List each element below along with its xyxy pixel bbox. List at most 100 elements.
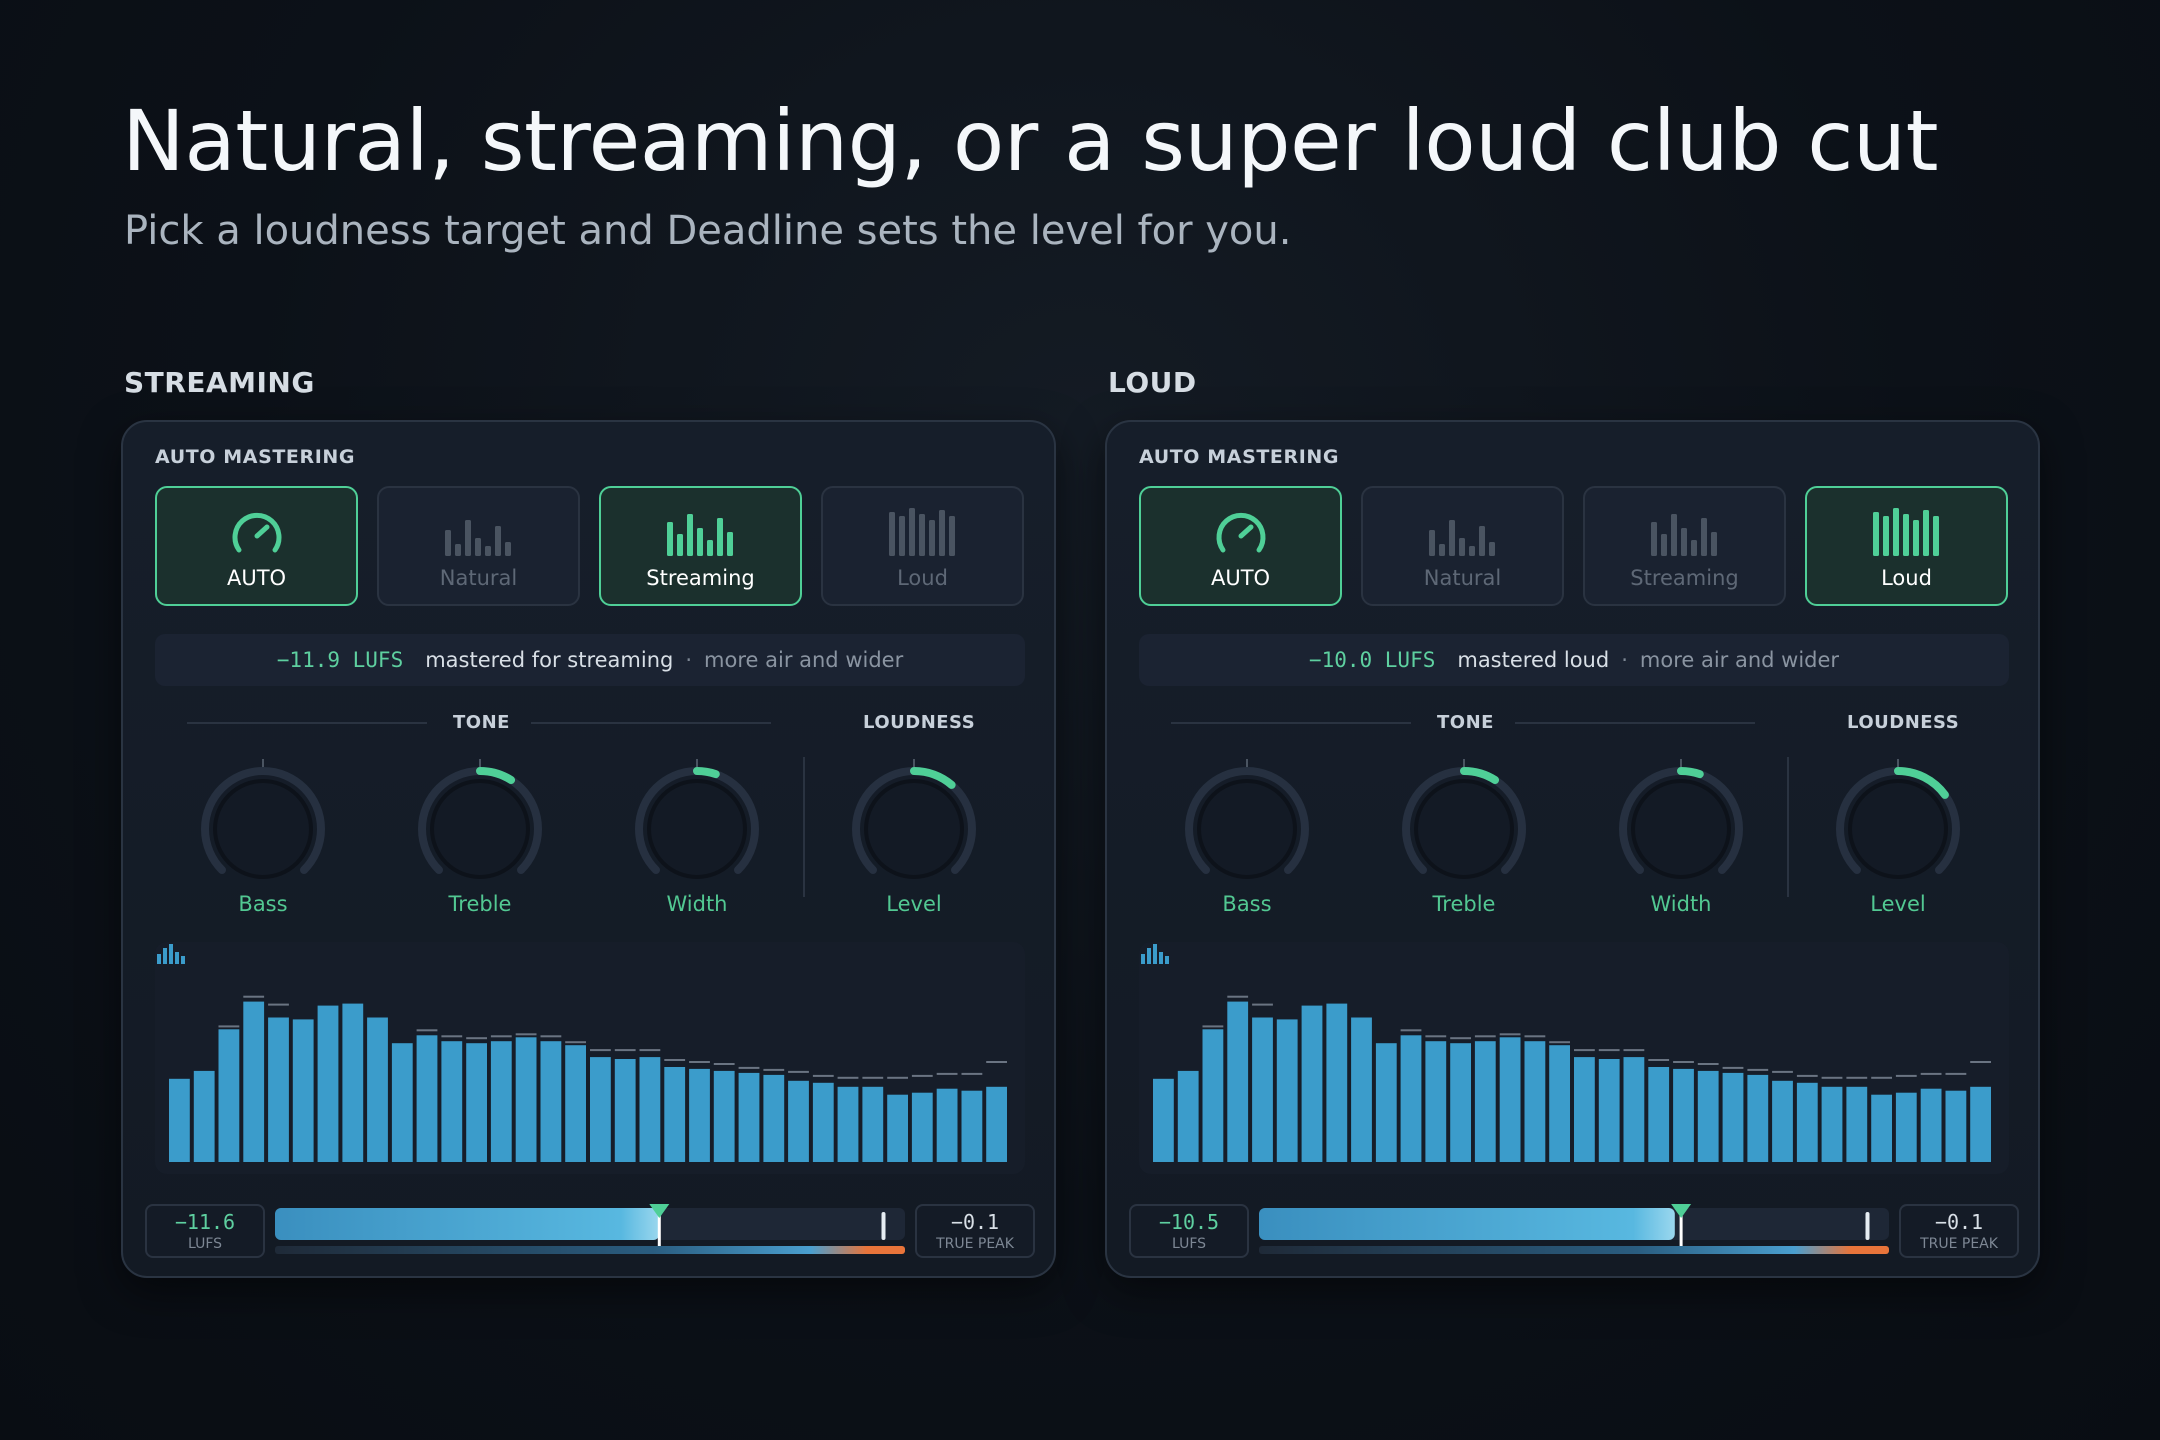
spectrum-bar — [292, 1019, 314, 1162]
preset-button-auto[interactable]: AUTO — [155, 486, 358, 606]
loudness-meter[interactable] — [1259, 1204, 1889, 1260]
spectrum-peak-hold — [1227, 995, 1249, 998]
spectrum-bar — [342, 1003, 364, 1162]
spectrum-bar — [788, 1080, 809, 1162]
knob-treble[interactable] — [1384, 749, 1544, 909]
spectrum-bar — [1796, 1082, 1818, 1162]
knob-body — [1631, 779, 1731, 879]
spectrum-bar — [887, 1094, 908, 1162]
preset-button-streaming[interactable]: Streaming — [599, 486, 802, 606]
spectrum-peak-hold — [738, 1066, 760, 1069]
spectrum-bar — [1722, 1072, 1744, 1162]
group-divider — [803, 757, 805, 897]
spectrum-bar — [639, 1057, 661, 1162]
spectrum-peak-hold — [1202, 1025, 1224, 1028]
spectrum-peak-hold — [490, 1035, 512, 1038]
lufs-unit: LUFS — [187, 1236, 223, 1252]
spectrum-peak-hold — [614, 1049, 636, 1052]
knob-bass[interactable] — [1167, 749, 1327, 909]
loudness-meter[interactable] — [275, 1204, 905, 1260]
knob-width[interactable] — [617, 749, 777, 909]
spectrum-peak-hold — [1673, 1061, 1694, 1063]
page-subtitle: Pick a loudness target and Deadline sets… — [124, 208, 1292, 254]
spectrum-bar — [367, 1017, 388, 1162]
target-lufs-readout: −11.9 LUFS — [276, 648, 404, 672]
spectrum-bar — [1177, 1070, 1199, 1162]
spectrum-view-icon[interactable] — [155, 942, 185, 966]
knob-level[interactable] — [834, 749, 994, 909]
dial-icon — [1216, 512, 1265, 553]
spectrum-bar — [169, 1078, 190, 1162]
dial-icon — [232, 512, 281, 553]
spectrum-bar — [1202, 1029, 1224, 1162]
knob-width[interactable] — [1601, 749, 1761, 909]
bars-natural-icon — [1428, 520, 1495, 556]
tone-rule-left — [1171, 722, 1411, 724]
spectrum-bar — [664, 1067, 686, 1162]
spectrum-bar — [1623, 1057, 1645, 1162]
lufs-value: −10.5 — [1158, 1210, 1220, 1234]
spectrum-bar — [515, 1037, 537, 1162]
spectrum-peak-hold — [911, 1074, 933, 1077]
preset-label: Loud — [1881, 566, 1932, 590]
preset-button-streaming[interactable]: Streaming — [1583, 486, 1786, 606]
spectrum-bar — [1524, 1041, 1546, 1162]
preset-button-loud[interactable]: Loud — [821, 486, 1024, 606]
preset-button-natural[interactable]: Natural — [377, 486, 580, 606]
spectrum-peak-hold — [1648, 1059, 1670, 1061]
spectrum-peak-hold — [1499, 1033, 1521, 1036]
spectrum-peak-hold — [1549, 1041, 1570, 1044]
knob-bass[interactable] — [183, 749, 343, 909]
status-info-bar: −11.9 LUFS mastered for streaming · more ai… — [155, 634, 1025, 686]
spectrum-peak-hold — [1450, 1037, 1471, 1040]
knob-track — [1185, 767, 1309, 875]
knob-treble[interactable] — [400, 749, 560, 909]
page-title: Natural, streaming, or a super loud club… — [122, 92, 1939, 190]
spectrum-bar — [317, 1005, 339, 1162]
spectrum-peak-hold — [986, 1061, 1007, 1063]
loudness-header: LOUDNESS — [863, 712, 976, 733]
spectrum-bar — [1648, 1067, 1670, 1162]
spectrum-peak-hold — [689, 1061, 710, 1063]
spectrum-bar — [1301, 1005, 1323, 1162]
target-marker-handle — [649, 1204, 670, 1218]
preset-label: Streaming — [646, 566, 755, 590]
preset-selector: AUTO Natural Streaming Loud — [155, 486, 1025, 606]
mastering-panel-loud: AUTO MASTERING AUTO Natural Streaming Loud −1… — [1105, 420, 2040, 1278]
spectrum-peak-hold — [1871, 1076, 1892, 1079]
spectrum-bar — [1227, 1001, 1249, 1162]
preset-button-auto[interactable]: AUTO — [1139, 486, 1342, 606]
knob-label: Width — [1650, 892, 1712, 916]
spectrum-peak-hold — [1846, 1076, 1868, 1079]
spectrum-peak-hold — [416, 1029, 438, 1032]
meter-fill — [1259, 1208, 1675, 1240]
preset-button-loud[interactable]: Loud — [1805, 486, 2008, 606]
spectrum-bar — [490, 1041, 512, 1162]
loudness-meter-row: −11.6 LUFS −0.1 TRUE PEAK — [145, 1204, 1035, 1260]
preset-label: Natural — [1423, 566, 1502, 590]
preset-button-natural[interactable]: Natural — [1361, 486, 1564, 606]
spectrum-peak-hold — [788, 1070, 809, 1073]
spectrum-peak-hold — [763, 1068, 785, 1071]
spectrum-peak-hold — [862, 1076, 884, 1079]
peak-value: −0.1 — [1934, 1210, 1984, 1234]
spectrum-peak-hold — [1945, 1072, 1967, 1075]
knob-body — [1848, 779, 1948, 879]
spectrum-bar — [1747, 1074, 1769, 1162]
mastering-detail: more air and wider — [704, 648, 904, 672]
spectrum-peak-hold — [590, 1049, 611, 1052]
spectrum-view-icon[interactable] — [1139, 942, 1169, 966]
status-info-bar: −10.0 LUFS mastered loud · more air and wid… — [1139, 634, 2009, 686]
target-marker-handle — [1671, 1204, 1692, 1218]
spectrum-peak-hold — [1598, 1049, 1620, 1052]
spectrum-peak-hold — [1252, 1003, 1273, 1006]
spectrum-bar — [218, 1029, 240, 1162]
spectrum-bar — [243, 1001, 265, 1162]
spectrum-peak-hold — [1821, 1076, 1843, 1079]
ceiling-marker — [881, 1212, 886, 1240]
spectrum-peak-hold — [565, 1041, 586, 1044]
spectrum-bar — [590, 1057, 611, 1162]
spectrum-bar — [1425, 1041, 1447, 1162]
knob-level[interactable] — [1818, 749, 1978, 909]
spectrum-analyzer — [1139, 942, 2009, 1174]
